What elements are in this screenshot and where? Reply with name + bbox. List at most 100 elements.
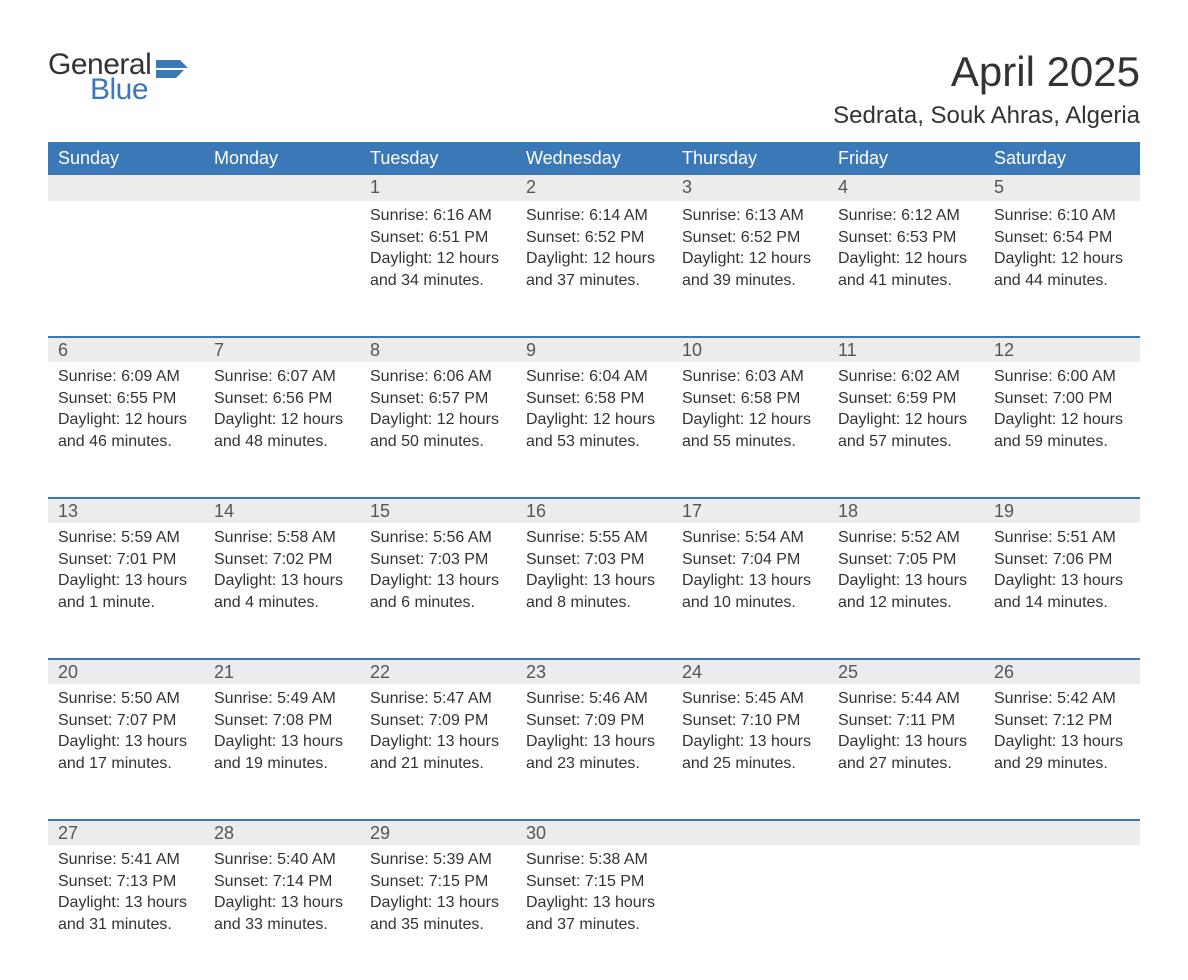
daylight-text: Daylight: 13 hours and 14 minutes. (994, 570, 1130, 613)
sunset-text: Sunset: 6:55 PM (58, 388, 194, 410)
sunrise-text: Sunrise: 5:56 AM (370, 527, 506, 549)
day-number (672, 819, 828, 845)
day-number: 4 (828, 175, 984, 201)
sunrise-text: Sunrise: 6:02 AM (838, 366, 974, 388)
daylight-text: Daylight: 12 hours and 55 minutes. (682, 409, 818, 452)
sunset-text: Sunset: 7:14 PM (214, 871, 350, 893)
day-number: 26 (984, 658, 1140, 684)
daylight-text: Daylight: 13 hours and 4 minutes. (214, 570, 350, 613)
week-data-row: Sunrise: 5:41 AMSunset: 7:13 PMDaylight:… (48, 845, 1140, 980)
day-header: Saturday (984, 142, 1140, 175)
day-number: 19 (984, 497, 1140, 523)
sunrise-text: Sunrise: 6:07 AM (214, 366, 350, 388)
day-data: Sunrise: 6:09 AMSunset: 6:55 PMDaylight:… (48, 362, 204, 466)
daylight-text: Daylight: 13 hours and 6 minutes. (370, 570, 506, 613)
daylight-text: Daylight: 13 hours and 37 minutes. (526, 892, 662, 935)
week-num-row: 27282930 (48, 819, 1140, 845)
sunrise-text: Sunrise: 6:14 AM (526, 205, 662, 227)
day-data (828, 845, 984, 863)
sunset-text: Sunset: 7:09 PM (370, 710, 506, 732)
week-num-row: 6789101112 (48, 336, 1140, 362)
daylight-text: Daylight: 13 hours and 19 minutes. (214, 731, 350, 774)
daylight-text: Daylight: 13 hours and 35 minutes. (370, 892, 506, 935)
daylight-text: Daylight: 13 hours and 23 minutes. (526, 731, 662, 774)
daylight-text: Daylight: 12 hours and 37 minutes. (526, 248, 662, 291)
day-data: Sunrise: 6:00 AMSunset: 7:00 PMDaylight:… (984, 362, 1140, 466)
sunset-text: Sunset: 6:51 PM (370, 227, 506, 249)
sunrise-text: Sunrise: 5:55 AM (526, 527, 662, 549)
day-number: 10 (672, 336, 828, 362)
sunrise-text: Sunrise: 6:00 AM (994, 366, 1130, 388)
sunrise-text: Sunrise: 6:04 AM (526, 366, 662, 388)
daylight-text: Daylight: 13 hours and 17 minutes. (58, 731, 194, 774)
day-number (984, 819, 1140, 845)
day-data: Sunrise: 5:45 AMSunset: 7:10 PMDaylight:… (672, 684, 828, 788)
sunrise-text: Sunrise: 5:38 AM (526, 849, 662, 871)
sunset-text: Sunset: 7:12 PM (994, 710, 1130, 732)
day-data: Sunrise: 6:03 AMSunset: 6:58 PMDaylight:… (672, 362, 828, 466)
title-block: April 2025 Sedrata, Souk Ahras, Algeria (833, 48, 1140, 130)
sunrise-text: Sunrise: 5:44 AM (838, 688, 974, 710)
sunset-text: Sunset: 7:10 PM (682, 710, 818, 732)
day-number: 11 (828, 336, 984, 362)
day-number: 23 (516, 658, 672, 684)
sunset-text: Sunset: 7:03 PM (370, 549, 506, 571)
day-data: Sunrise: 5:46 AMSunset: 7:09 PMDaylight:… (516, 684, 672, 788)
sunset-text: Sunset: 7:07 PM (58, 710, 194, 732)
sunrise-text: Sunrise: 5:54 AM (682, 527, 818, 549)
day-data: Sunrise: 6:04 AMSunset: 6:58 PMDaylight:… (516, 362, 672, 466)
sunset-text: Sunset: 7:08 PM (214, 710, 350, 732)
day-number: 29 (360, 819, 516, 845)
daylight-text: Daylight: 13 hours and 27 minutes. (838, 731, 974, 774)
day-number: 13 (48, 497, 204, 523)
week-num-row: 13141516171819 (48, 497, 1140, 523)
day-number: 15 (360, 497, 516, 523)
sunrise-text: Sunrise: 5:41 AM (58, 849, 194, 871)
sunrise-text: Sunrise: 5:47 AM (370, 688, 506, 710)
day-number: 7 (204, 336, 360, 362)
daylight-text: Daylight: 13 hours and 25 minutes. (682, 731, 818, 774)
calendar-table: SundayMondayTuesdayWednesdayThursdayFrid… (48, 142, 1140, 980)
sunset-text: Sunset: 6:53 PM (838, 227, 974, 249)
day-number (828, 819, 984, 845)
day-number: 18 (828, 497, 984, 523)
daylight-text: Daylight: 13 hours and 10 minutes. (682, 570, 818, 613)
sunrise-text: Sunrise: 6:06 AM (370, 366, 506, 388)
sunrise-text: Sunrise: 5:46 AM (526, 688, 662, 710)
day-data: Sunrise: 5:54 AMSunset: 7:04 PMDaylight:… (672, 523, 828, 627)
day-data: Sunrise: 6:07 AMSunset: 6:56 PMDaylight:… (204, 362, 360, 466)
logo: General Blue (48, 48, 188, 107)
sunset-text: Sunset: 6:59 PM (838, 388, 974, 410)
daylight-text: Daylight: 12 hours and 41 minutes. (838, 248, 974, 291)
week-data-row: Sunrise: 5:59 AMSunset: 7:01 PMDaylight:… (48, 523, 1140, 658)
day-data: Sunrise: 5:49 AMSunset: 7:08 PMDaylight:… (204, 684, 360, 788)
week-num-row: 12345 (48, 175, 1140, 201)
sunset-text: Sunset: 7:06 PM (994, 549, 1130, 571)
day-data: Sunrise: 6:16 AMSunset: 6:51 PMDaylight:… (360, 201, 516, 305)
week-num-row: 20212223242526 (48, 658, 1140, 684)
daylight-text: Daylight: 13 hours and 1 minute. (58, 570, 194, 613)
sunrise-text: Sunrise: 5:42 AM (994, 688, 1130, 710)
sunset-text: Sunset: 7:15 PM (526, 871, 662, 893)
month-title: April 2025 (833, 48, 1140, 96)
day-header: Tuesday (360, 142, 516, 175)
daylight-text: Daylight: 12 hours and 57 minutes. (838, 409, 974, 452)
sunrise-text: Sunrise: 5:51 AM (994, 527, 1130, 549)
day-number: 30 (516, 819, 672, 845)
sunset-text: Sunset: 7:04 PM (682, 549, 818, 571)
day-data: Sunrise: 6:02 AMSunset: 6:59 PMDaylight:… (828, 362, 984, 466)
daylight-text: Daylight: 12 hours and 48 minutes. (214, 409, 350, 452)
day-data: Sunrise: 5:47 AMSunset: 7:09 PMDaylight:… (360, 684, 516, 788)
day-data: Sunrise: 5:52 AMSunset: 7:05 PMDaylight:… (828, 523, 984, 627)
day-number: 14 (204, 497, 360, 523)
sunset-text: Sunset: 6:58 PM (526, 388, 662, 410)
sunset-text: Sunset: 7:02 PM (214, 549, 350, 571)
day-data: Sunrise: 5:42 AMSunset: 7:12 PMDaylight:… (984, 684, 1140, 788)
day-data (204, 201, 360, 219)
sunset-text: Sunset: 6:52 PM (526, 227, 662, 249)
sunrise-text: Sunrise: 6:09 AM (58, 366, 194, 388)
day-header: Friday (828, 142, 984, 175)
week-data-row: Sunrise: 6:09 AMSunset: 6:55 PM Daylight:… (48, 362, 1140, 497)
day-number: 21 (204, 658, 360, 684)
day-number: 12 (984, 336, 1140, 362)
